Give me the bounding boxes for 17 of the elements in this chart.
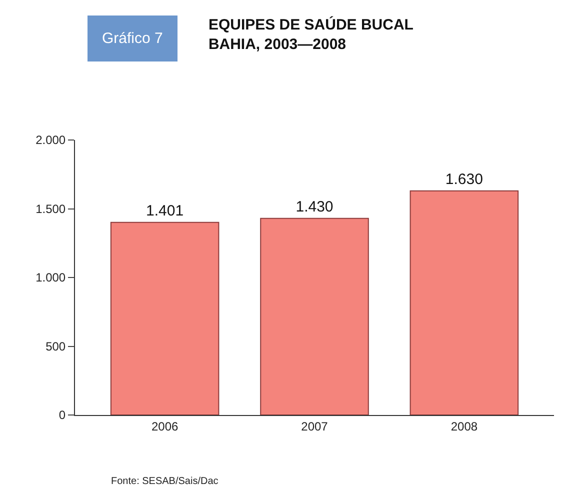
data-label: 1.401 — [146, 202, 184, 220]
y-tick-label: 1.500 — [36, 202, 66, 216]
x-tick-label: 2007 — [301, 419, 328, 434]
text: Gráfico 7 — [102, 30, 163, 47]
x-tick-label: 2008 — [450, 419, 478, 434]
chart-title: EQUIPES DE SAÚDE BUCAL BAHIA, 2003—2008 — [208, 15, 414, 53]
data-label: 1.430 — [296, 198, 334, 216]
bar — [110, 222, 220, 415]
source-note: Fonte: SESAB/Sais/Dac — [111, 476, 218, 487]
bar — [260, 218, 369, 415]
y-tick-label: 0 — [58, 408, 66, 422]
bar — [410, 190, 519, 415]
y-tick-label: 2.000 — [36, 133, 66, 148]
y-tick-label: 500 — [46, 339, 66, 354]
data-label: 1.630 — [445, 170, 483, 188]
x-tick-label: 2006 — [151, 419, 178, 434]
y-tick-label: 1.000 — [36, 270, 66, 285]
